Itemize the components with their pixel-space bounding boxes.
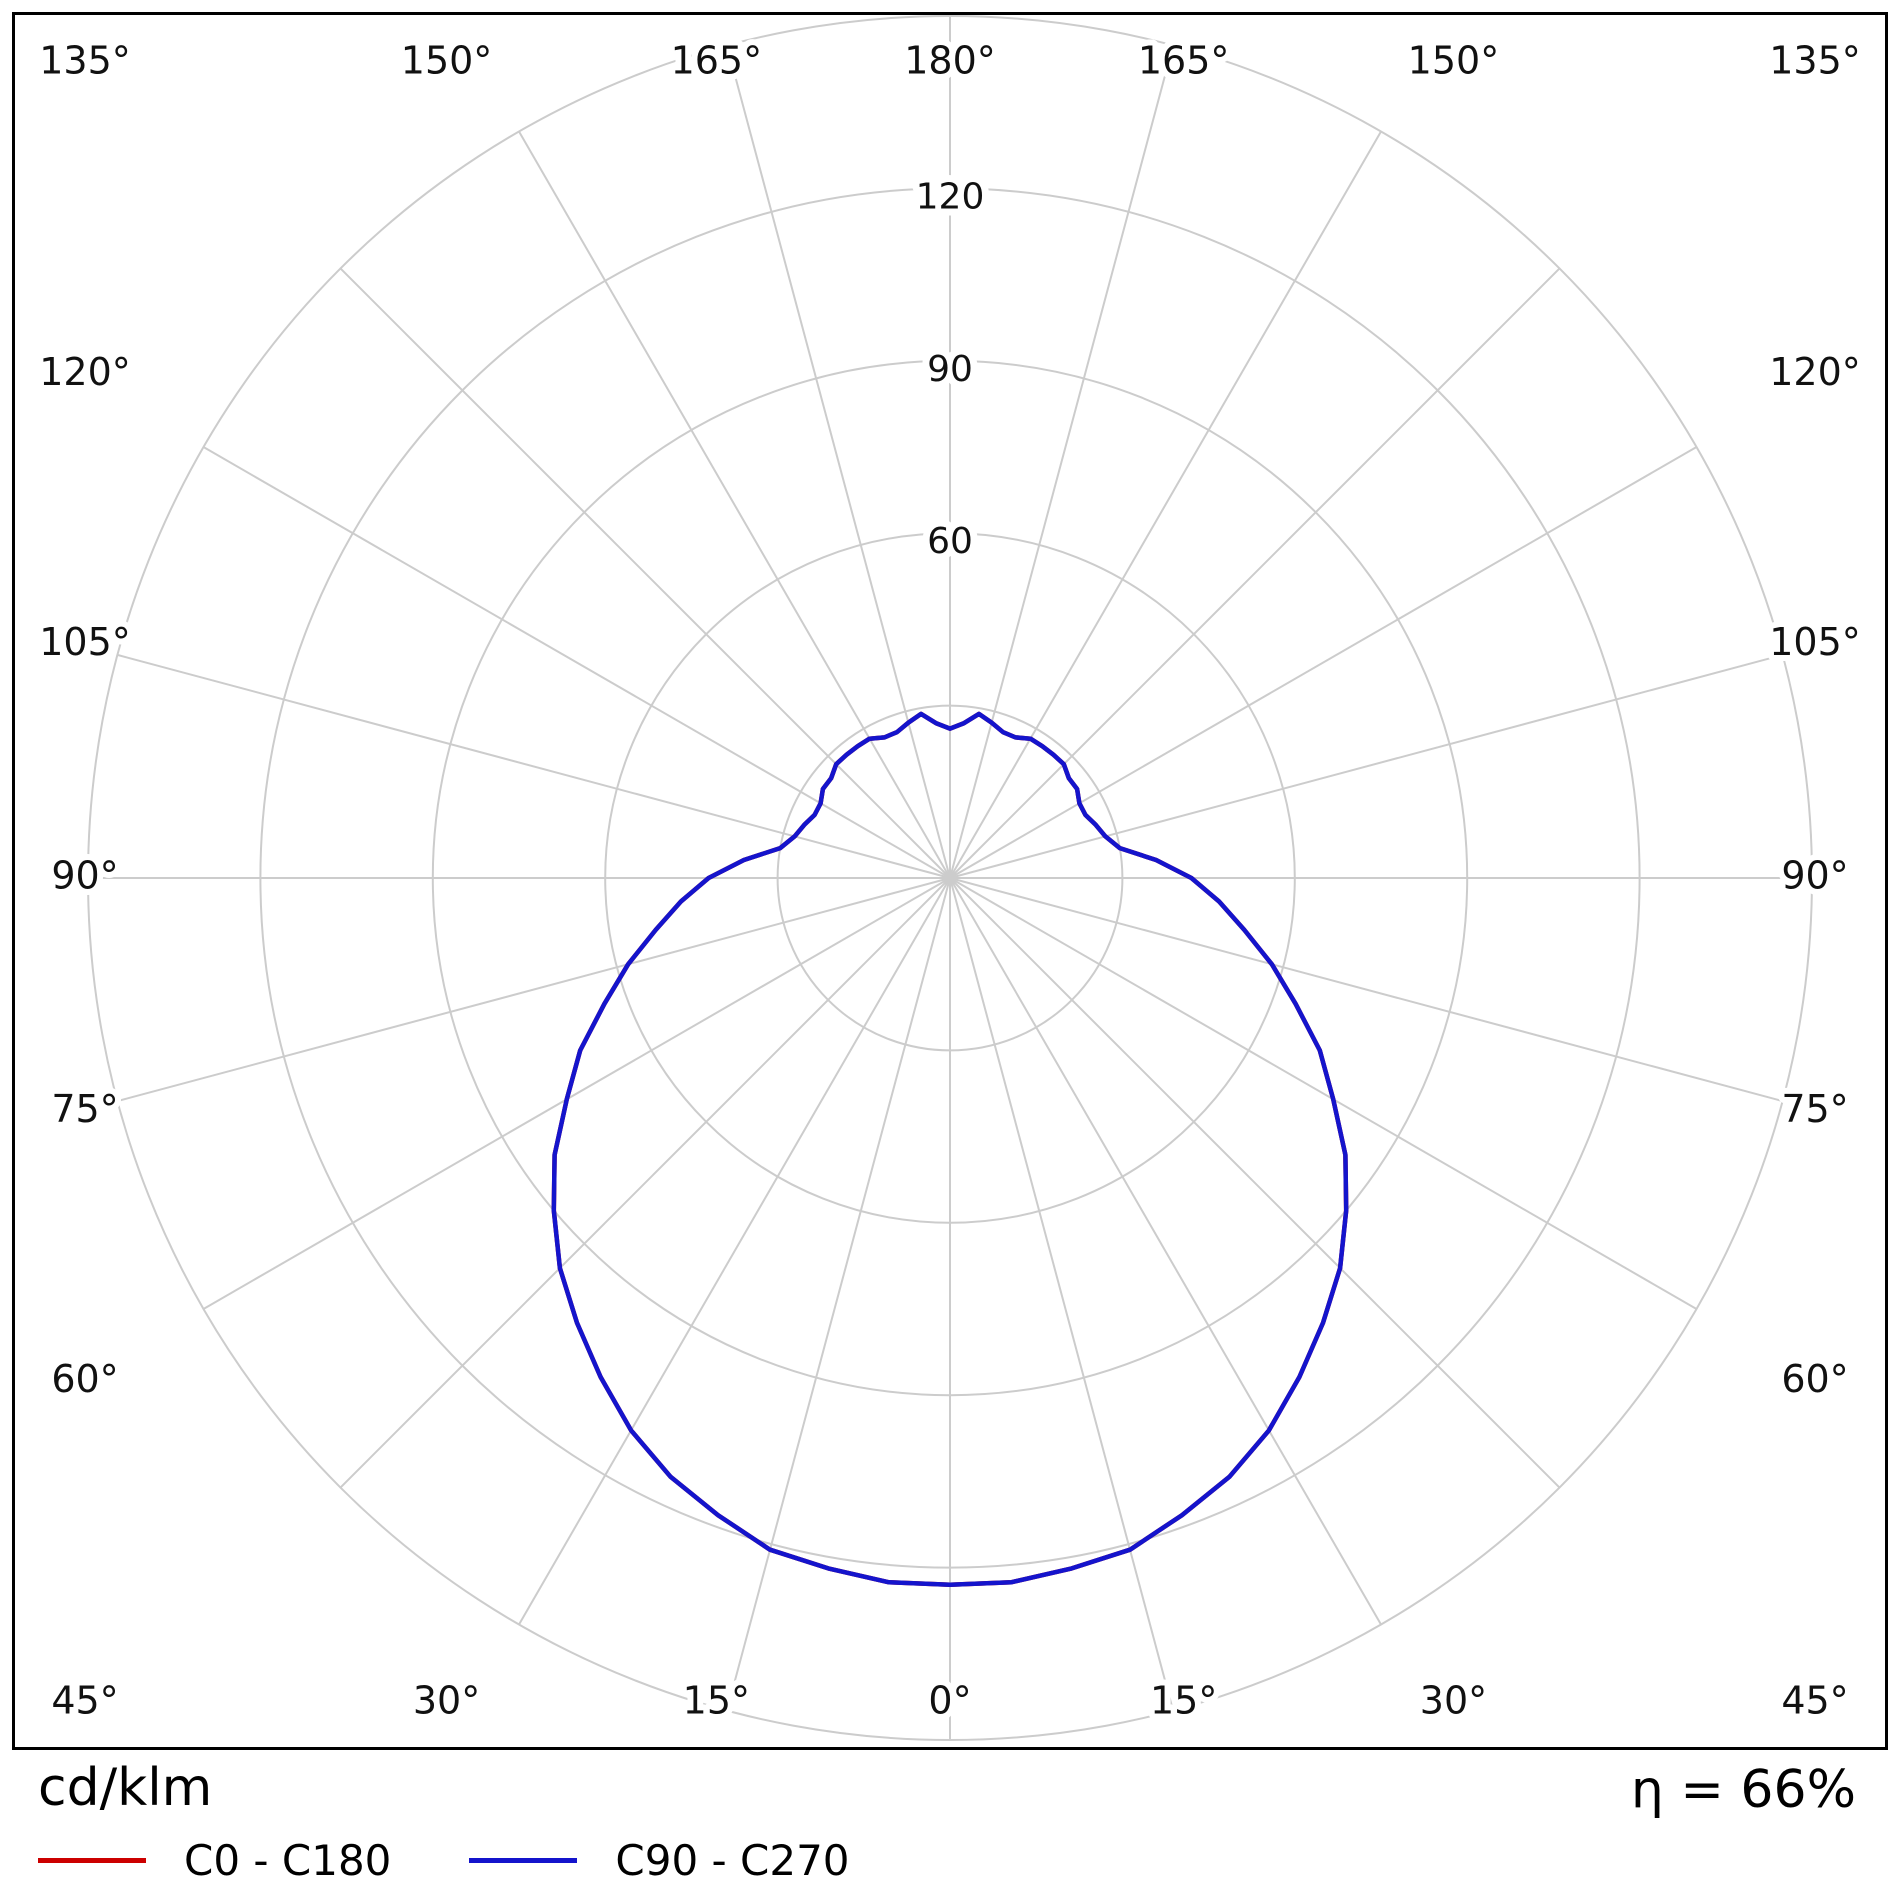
svg-text:90°: 90° (51, 854, 118, 898)
svg-text:60: 60 (927, 521, 973, 562)
efficiency-label: η = 66% (1630, 1760, 1856, 1820)
svg-text:75°: 75° (1781, 1087, 1848, 1131)
svg-text:105°: 105° (1769, 620, 1861, 664)
svg-text:45°: 45° (1781, 1679, 1848, 1723)
legend: C0 - C180 C90 - C270 (38, 1836, 928, 1885)
svg-text:15°: 15° (1150, 1679, 1217, 1723)
svg-text:165°: 165° (671, 39, 763, 83)
svg-text:60°: 60° (51, 1357, 118, 1401)
svg-text:120°: 120° (39, 350, 131, 394)
svg-text:45°: 45° (51, 1679, 118, 1723)
svg-text:180°: 180° (904, 39, 996, 83)
svg-text:15°: 15° (683, 1679, 750, 1723)
svg-text:30°: 30° (413, 1679, 480, 1723)
svg-text:165°: 165° (1138, 39, 1230, 83)
svg-text:90: 90 (927, 349, 973, 390)
svg-text:120: 120 (916, 176, 985, 217)
svg-text:60°: 60° (1781, 1357, 1848, 1401)
svg-text:30°: 30° (1420, 1679, 1487, 1723)
chart-footer: cd/klm C0 - C180 C90 - C270 η = 66% (12, 1758, 1888, 1900)
svg-text:0°: 0° (928, 1679, 971, 1723)
c90-c270-line-swatch (469, 1858, 578, 1863)
svg-text:135°: 135° (1769, 39, 1861, 83)
legend-item-c90-c270: C90 - C270 (469, 1836, 850, 1885)
legend-item-c0-c180: C0 - C180 (38, 1836, 391, 1885)
svg-text:120°: 120° (1769, 350, 1861, 394)
c0-c180-line-swatch (38, 1858, 146, 1863)
svg-text:150°: 150° (1408, 39, 1500, 83)
polar-chart-frame: 60 90 120 0° 15° 15° 30° 30° 45° 45° 60° 60° 75° 75° 9… (12, 12, 1888, 1750)
svg-text:150°: 150° (401, 39, 493, 83)
legend-label-c0-c180: C0 - C180 (184, 1836, 392, 1885)
units-label: cd/klm (38, 1758, 213, 1818)
polar-intensity-chart: 60 90 120 0° 15° 15° 30° 30° 45° 45° 60° 60° 75° 75° 9… (33, 15, 1867, 1741)
svg-text:90°: 90° (1781, 854, 1848, 898)
svg-text:75°: 75° (51, 1087, 118, 1131)
svg-text:105°: 105° (39, 620, 131, 664)
svg-text:135°: 135° (39, 39, 131, 83)
legend-label-c90-c270: C90 - C270 (615, 1836, 850, 1885)
